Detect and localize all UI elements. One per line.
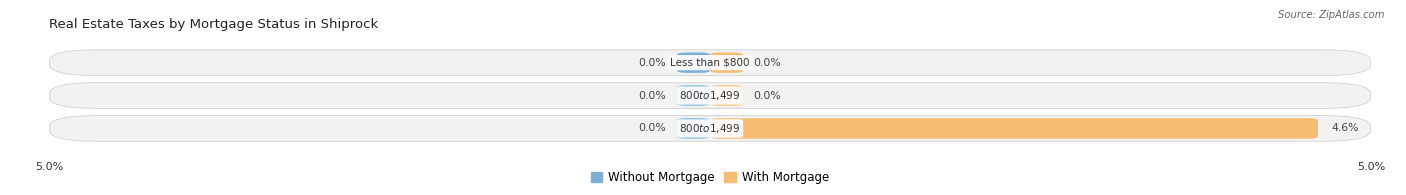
FancyBboxPatch shape	[678, 52, 710, 73]
Text: 0.0%: 0.0%	[638, 123, 666, 133]
Text: Less than $800: Less than $800	[671, 58, 749, 68]
Text: 0.0%: 0.0%	[754, 90, 782, 101]
Text: 0.0%: 0.0%	[638, 90, 666, 101]
Text: $800 to $1,499: $800 to $1,499	[679, 122, 741, 135]
Text: $800 to $1,499: $800 to $1,499	[679, 89, 741, 102]
Text: 4.6%: 4.6%	[1331, 123, 1358, 133]
FancyBboxPatch shape	[49, 83, 1371, 108]
FancyBboxPatch shape	[710, 52, 742, 73]
Text: Source: ZipAtlas.com: Source: ZipAtlas.com	[1278, 10, 1385, 20]
Legend: Without Mortgage, With Mortgage: Without Mortgage, With Mortgage	[586, 167, 834, 189]
FancyBboxPatch shape	[710, 85, 742, 106]
FancyBboxPatch shape	[710, 118, 1317, 139]
Text: 0.0%: 0.0%	[754, 58, 782, 68]
Text: Real Estate Taxes by Mortgage Status in Shiprock: Real Estate Taxes by Mortgage Status in …	[49, 18, 378, 31]
FancyBboxPatch shape	[678, 85, 710, 106]
FancyBboxPatch shape	[49, 116, 1371, 141]
FancyBboxPatch shape	[49, 50, 1371, 75]
Text: 0.0%: 0.0%	[638, 58, 666, 68]
FancyBboxPatch shape	[678, 118, 710, 139]
